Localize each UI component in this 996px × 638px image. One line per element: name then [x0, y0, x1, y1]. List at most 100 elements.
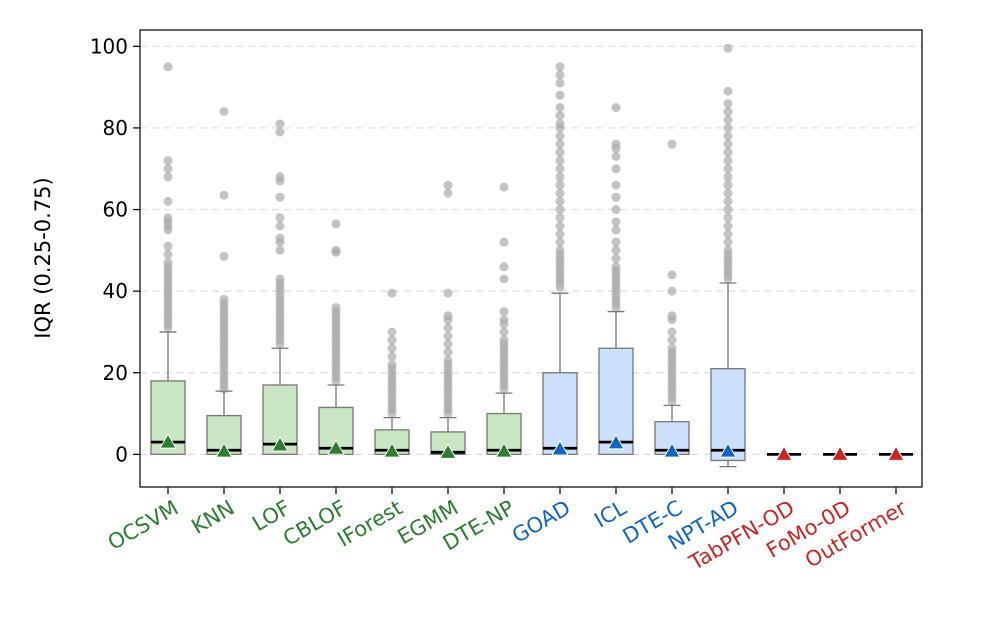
outlier-point — [275, 172, 285, 182]
outlier-point — [611, 245, 621, 255]
outlier-point — [499, 262, 509, 272]
outlier-point — [667, 139, 677, 149]
outlier-point — [555, 78, 565, 88]
outlier-point — [387, 288, 397, 298]
outlier-point — [667, 335, 677, 345]
outlier-point — [555, 147, 565, 157]
outlier-point — [555, 62, 565, 72]
outlier-point — [163, 241, 173, 251]
x-tick-label: OCSVM — [104, 496, 183, 555]
mean-marker — [271, 435, 289, 452]
outlier-point — [163, 213, 173, 223]
outlier-point — [275, 274, 285, 284]
outlier-point — [723, 86, 733, 96]
outlier-point — [275, 221, 285, 231]
outlier-point — [667, 343, 677, 353]
outlier-point — [275, 245, 285, 255]
plot-area — [150, 43, 913, 468]
outlier-point — [387, 351, 397, 361]
outlier-point — [555, 156, 565, 166]
outlier-point — [499, 327, 509, 337]
mean-marker — [327, 439, 345, 455]
x-tick-label: GOAD — [508, 496, 575, 548]
outlier-point — [163, 172, 173, 182]
outlier-point — [723, 205, 733, 215]
y-tick-label: 100 — [90, 34, 128, 58]
outlier-point — [611, 225, 621, 235]
outlier-point — [611, 237, 621, 247]
mean-marker — [551, 440, 569, 456]
outlier-point — [275, 119, 285, 129]
outlier-point — [499, 237, 509, 247]
outlier-point — [723, 245, 733, 255]
outlier-point — [723, 43, 733, 53]
outlier-point — [611, 103, 621, 113]
mean-marker — [383, 442, 401, 458]
outlier-point — [219, 251, 229, 261]
mean-marker — [159, 433, 177, 449]
outlier-point — [611, 254, 621, 263]
outlier-point — [443, 331, 453, 341]
mean-marker — [719, 442, 737, 458]
mean-marker — [887, 445, 905, 461]
outlier-point — [723, 139, 733, 149]
outlier-point — [499, 182, 509, 192]
mean-marker — [775, 445, 793, 461]
outlier-point — [443, 356, 453, 366]
outlier-point — [723, 188, 733, 198]
outlier-point — [723, 164, 733, 174]
outlier-point — [163, 258, 173, 268]
x-tick-label: IForest — [333, 496, 406, 552]
outlier-point — [387, 360, 397, 370]
outlier-point — [723, 180, 733, 190]
outlier-point — [163, 196, 173, 206]
outlier-point — [443, 323, 453, 333]
outlier-point — [611, 205, 621, 215]
outlier-point — [667, 270, 677, 280]
outlier-point — [499, 335, 509, 345]
outlier-point — [275, 127, 285, 137]
outlier-point — [163, 62, 173, 72]
outlier-point — [499, 315, 509, 325]
outlier-point — [275, 233, 285, 243]
outlier-point — [555, 103, 565, 113]
outlier-point — [443, 347, 453, 357]
mean-marker — [831, 445, 849, 461]
outlier-point — [723, 131, 733, 141]
outlier-point — [443, 188, 453, 198]
outlier-point — [611, 164, 621, 174]
outlier-point — [443, 339, 453, 349]
outlier-point — [723, 156, 733, 166]
outlier-point — [723, 123, 733, 133]
outlier-point — [723, 98, 733, 108]
outlier-point — [555, 90, 565, 100]
outlier-point — [163, 249, 173, 259]
outlier-point — [275, 192, 285, 202]
outlier-point — [611, 139, 621, 149]
mean-marker — [607, 433, 625, 450]
outlier-point — [667, 286, 677, 296]
outlier-point — [723, 147, 733, 157]
outlier-point — [611, 217, 621, 227]
outlier-point — [667, 327, 677, 337]
y-axis: 0 20 40 60 80 100 — [90, 34, 140, 466]
outlier-point — [723, 107, 733, 117]
outlier-point — [723, 229, 733, 239]
outlier-point — [555, 205, 565, 215]
outlier-point — [555, 229, 565, 239]
outlier-point — [331, 302, 341, 312]
outlier-point — [219, 107, 229, 117]
mean-marker — [495, 442, 513, 458]
gridlines — [140, 45, 922, 455]
outlier-point — [611, 262, 621, 272]
outlier-point — [723, 221, 733, 231]
y-tick-label: 60 — [103, 198, 128, 222]
mean-marker — [215, 442, 233, 458]
outlier-point — [723, 237, 733, 247]
y-axis-label: IQR (0.25-0.75) — [31, 177, 55, 338]
outlier-point — [443, 288, 453, 298]
outlier-point — [611, 192, 621, 202]
outlier-point — [163, 164, 173, 174]
